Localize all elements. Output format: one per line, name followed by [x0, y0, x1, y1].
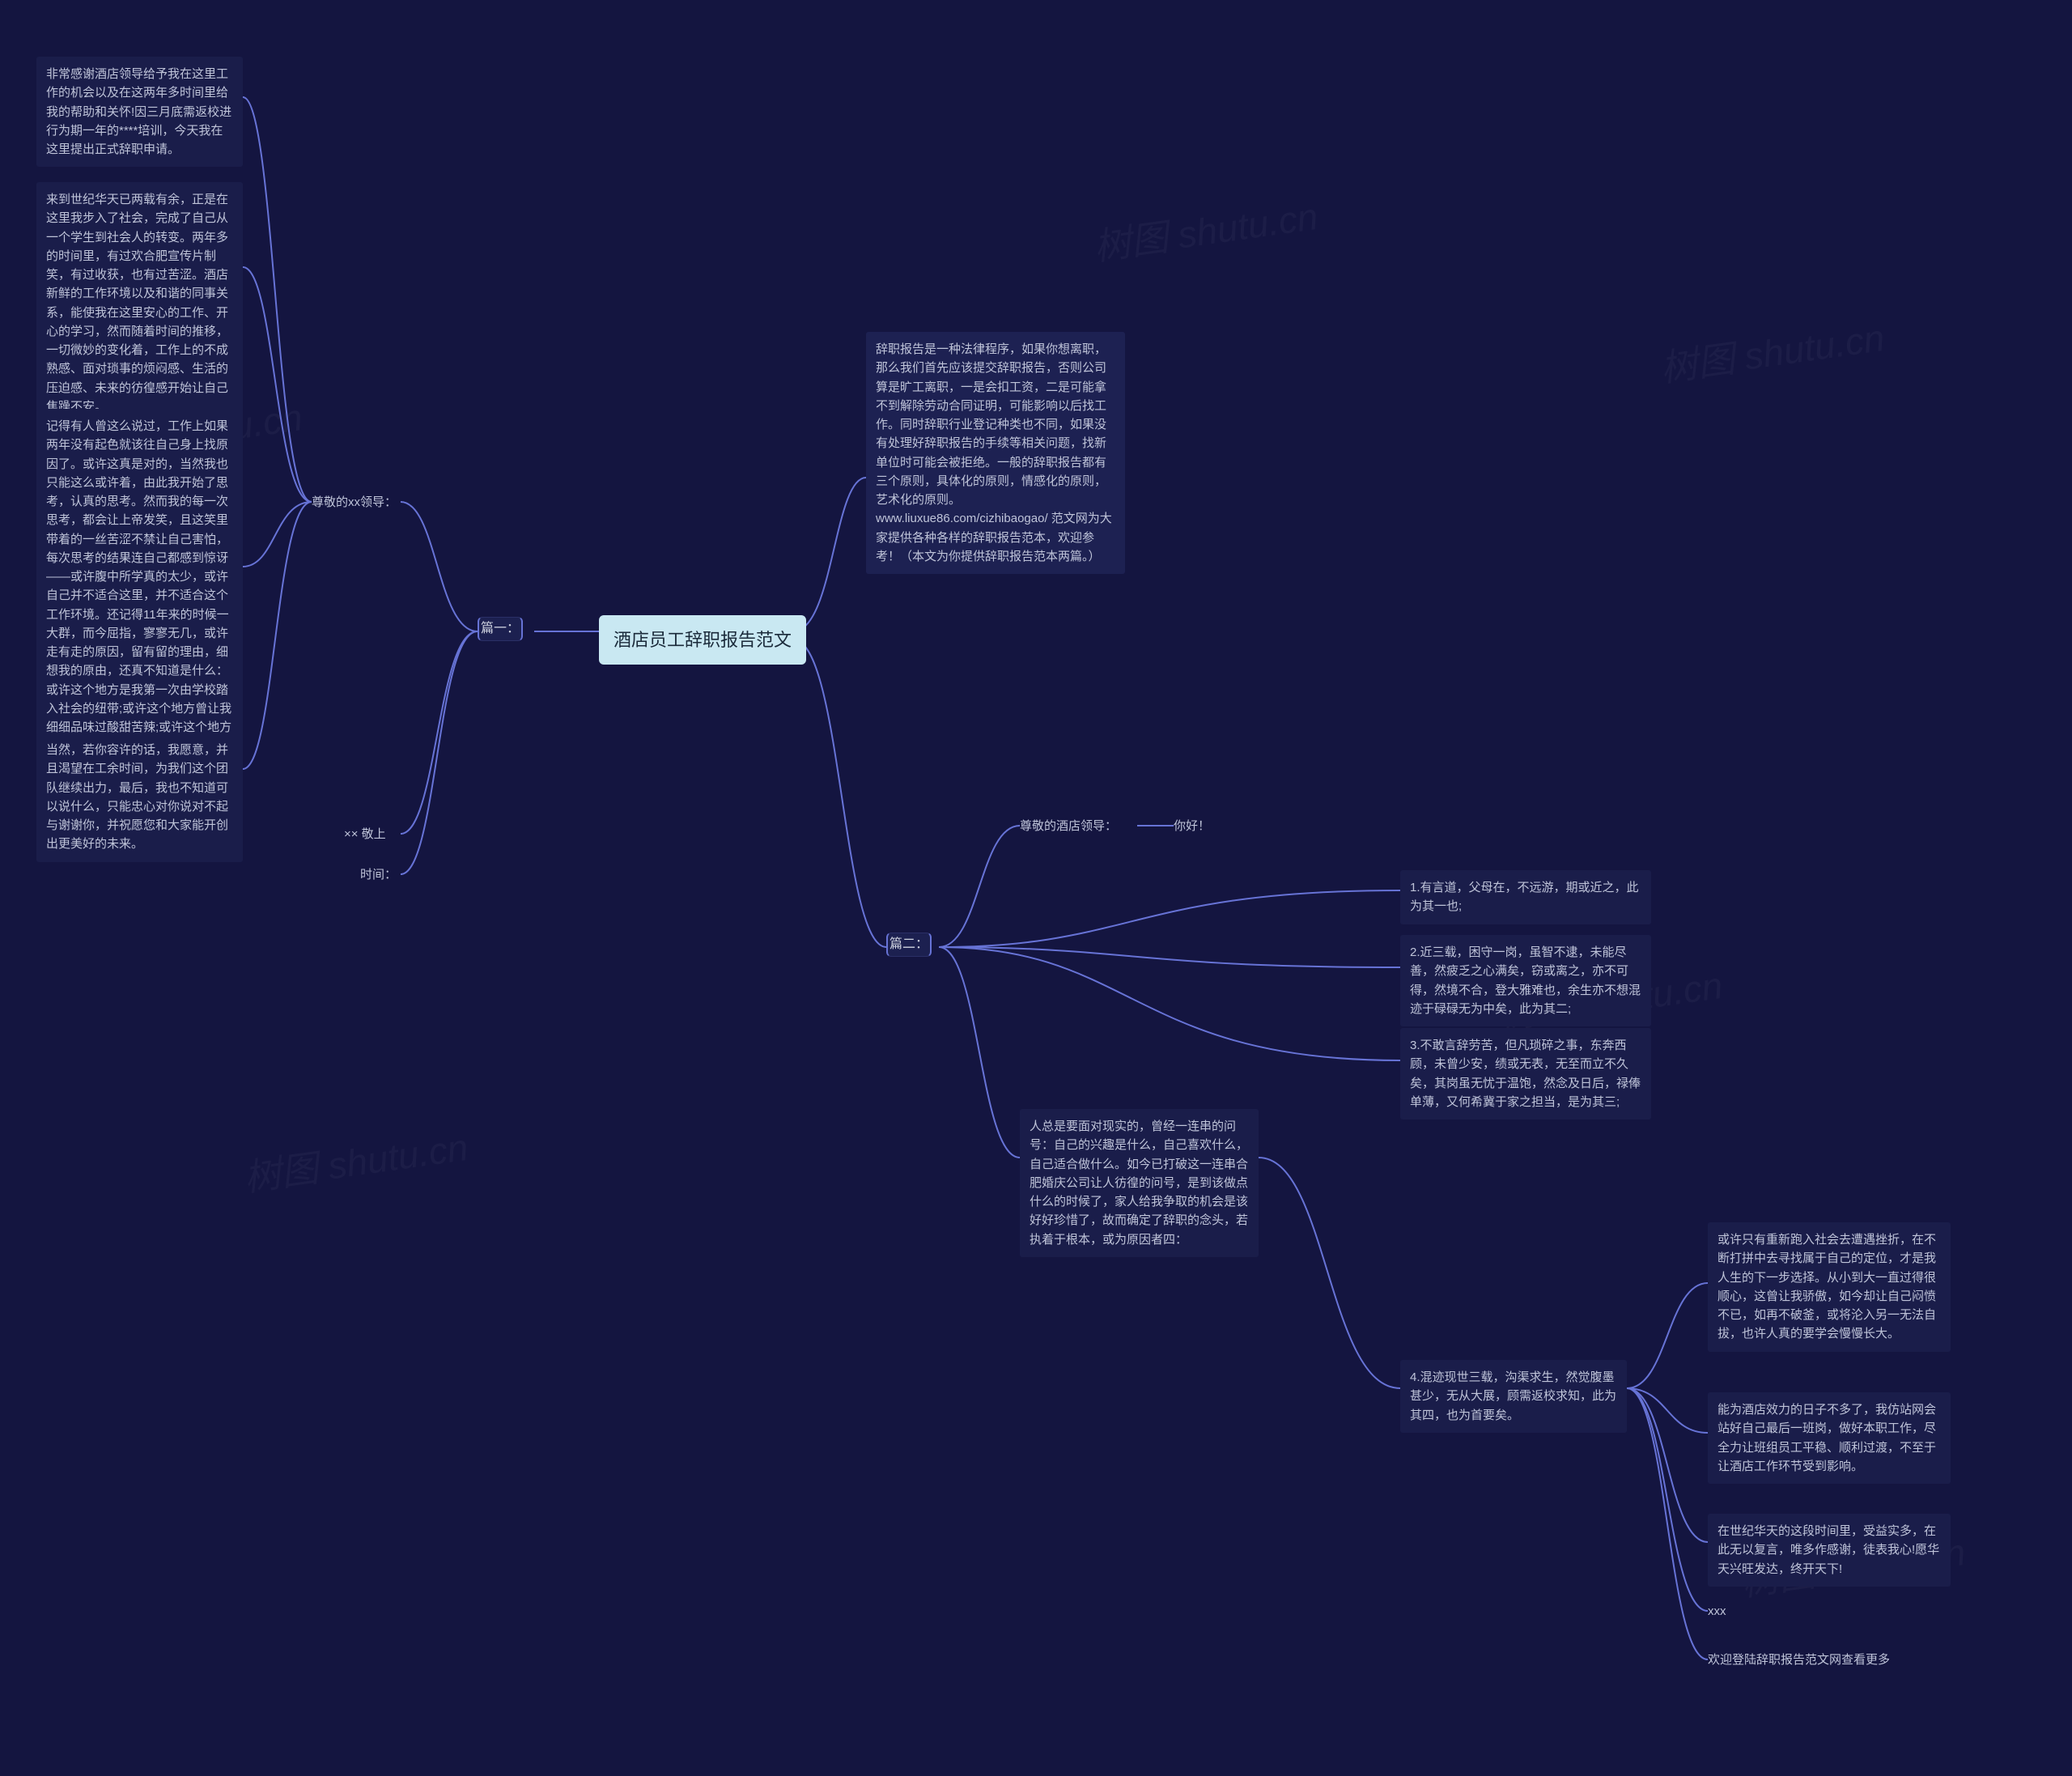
- section-two[interactable]: 篇二：: [886, 933, 932, 957]
- p1-time: 时间：: [360, 866, 397, 885]
- p1-para2: 来到世纪华天已两载有余，正是在这里我步入了社会，完成了自己从一个学生到社会人的转…: [36, 182, 243, 424]
- p1-sign: ×× 敬上: [344, 826, 386, 844]
- root-node[interactable]: 酒店员工辞职报告范文: [599, 615, 806, 665]
- p1-para1: 非常感谢酒店领导给予我在这里工作的机会以及在这两年多时间里给我的帮助和关怀!因三…: [36, 57, 243, 167]
- p2-reason4-intro: 人总是要面对现实的，曾经一连串的问号：自己的兴趣是什么，自己喜欢什么，自己适合做…: [1020, 1109, 1259, 1257]
- p2-hello: 你好！: [1174, 818, 1210, 836]
- p2-item4-sub1: 或许只有重新跑入社会去遭遇挫折，在不断打拼中去寻找属于自己的定位，才是我人生的下…: [1708, 1222, 1951, 1352]
- p2-item4-sub2: 能为酒店效力的日子不多了，我仿站网会站好自己最后一班岗，做好本职工作，尽全力让班…: [1708, 1392, 1951, 1484]
- p1-para4: 当然，若你容许的话，我愿意，并且渴望在工余时间，为我们这个团队继续出力，最后，我…: [36, 733, 243, 862]
- connector-lines: [0, 0, 2072, 1776]
- watermark: 树图 shutu.cn: [240, 1118, 471, 1202]
- intro-paragraph: 辞职报告是一种法律程序，如果你想离职，那么我们首先应该提交辞职报告，否则公司算是…: [866, 332, 1125, 574]
- p2-item1: 1.有言道，父母在，不远游，期或近之，此为其一也;: [1400, 870, 1651, 924]
- p2-sign: xxx: [1708, 1603, 1726, 1621]
- watermark: 树图 shutu.cn: [1090, 187, 1321, 271]
- p2-item4-label: 4.混迹现世三载，沟渠求生，然觉腹墨甚少，无从大展，顾需返校求知，此为其四，也为…: [1400, 1360, 1627, 1433]
- p2-footer: 欢迎登陆辞职报告范文网查看更多: [1708, 1651, 1890, 1670]
- p2-greeting: 尊敬的酒店领导：: [1020, 818, 1117, 836]
- watermark: 树图 shutu.cn: [1657, 308, 1887, 393]
- p2-item3: 3.不敢言辞劳苦，但凡琐碎之事，东奔西顾，未曾少安，绩或无表，无至而立不久矣，其…: [1400, 1028, 1651, 1120]
- p2-item4-sub3: 在世纪华天的这段时间里，受益实多，在此无以复言，唯多作感谢，徒表我心!愿华天兴旺…: [1708, 1514, 1951, 1587]
- p2-item2: 2.近三载，困守一岗，虽智不逮，未能尽善，然疲乏之心满矣，窃或离之，亦不可得，然…: [1400, 935, 1651, 1026]
- p1-greeting: 尊敬的xx领导：: [312, 494, 397, 512]
- section-one[interactable]: 篇一：: [478, 617, 523, 641]
